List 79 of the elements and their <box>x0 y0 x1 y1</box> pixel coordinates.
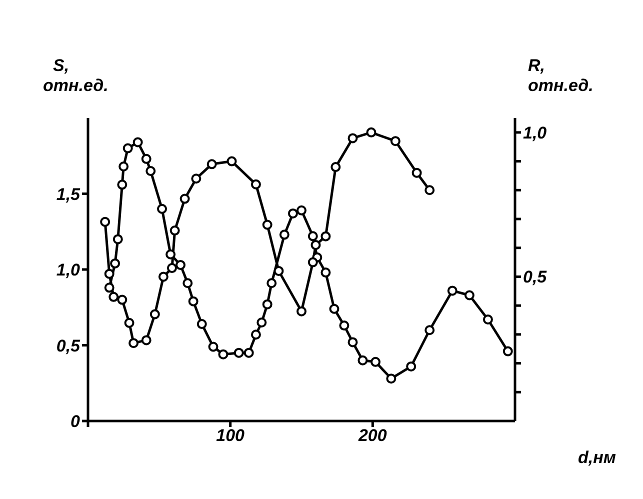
point <box>482 314 493 324</box>
point <box>288 208 298 218</box>
point <box>100 216 110 227</box>
point <box>370 356 381 367</box>
point <box>170 226 180 236</box>
point <box>191 174 202 184</box>
y-tick-label: 0 <box>70 412 81 432</box>
point <box>274 266 284 276</box>
y2-tick-label: 0,5 <box>523 268 548 287</box>
point <box>424 325 435 336</box>
point <box>208 342 218 352</box>
point <box>158 272 168 282</box>
point <box>244 348 254 358</box>
point <box>250 330 261 340</box>
point <box>226 156 237 166</box>
point <box>128 338 139 348</box>
point <box>104 282 114 293</box>
point <box>117 180 128 190</box>
point <box>329 304 340 314</box>
point <box>502 346 513 356</box>
y-tick-label: 1,0 <box>56 260 81 280</box>
point <box>206 159 217 170</box>
point <box>262 299 272 310</box>
point <box>124 318 134 328</box>
point <box>348 133 358 144</box>
point <box>256 318 267 328</box>
y2-axis-title: R, отн.ед. <box>528 56 594 96</box>
point <box>447 286 458 296</box>
point <box>390 136 400 146</box>
point <box>262 220 272 230</box>
point <box>166 249 176 260</box>
point <box>122 143 133 154</box>
point <box>218 349 228 360</box>
y-tick-label: 0,5 <box>56 336 81 356</box>
point <box>112 234 123 244</box>
point <box>320 268 331 278</box>
point <box>196 319 207 330</box>
point <box>182 278 193 288</box>
point <box>188 296 198 306</box>
point <box>339 320 350 331</box>
x-axis-title: d,нм <box>578 448 616 468</box>
point <box>464 290 474 300</box>
point <box>358 355 368 366</box>
point <box>250 179 261 190</box>
point <box>176 260 186 270</box>
point <box>296 205 306 216</box>
point <box>110 258 120 268</box>
point <box>108 292 119 302</box>
point <box>279 230 290 240</box>
point <box>308 257 318 268</box>
x-tick-label: 200 <box>357 426 388 446</box>
y2-tick-label: 1,0 <box>523 123 548 142</box>
point <box>104 268 114 279</box>
point <box>406 361 416 372</box>
point <box>234 348 244 358</box>
point <box>412 168 422 178</box>
point <box>118 161 129 172</box>
point <box>310 240 321 250</box>
point <box>308 231 318 242</box>
point <box>141 335 152 346</box>
y-tick-label: 1,5 <box>56 184 81 204</box>
point <box>146 166 156 176</box>
point <box>330 162 341 172</box>
point <box>180 194 190 204</box>
point <box>386 374 396 384</box>
point <box>320 231 331 242</box>
point <box>296 306 306 316</box>
point <box>157 204 168 214</box>
point <box>266 278 277 288</box>
point <box>132 137 143 148</box>
point <box>424 185 435 196</box>
point <box>166 263 177 274</box>
point <box>348 337 358 348</box>
point <box>366 127 376 138</box>
y-axis-title: S, отн.ед. <box>43 56 108 96</box>
point <box>150 309 160 320</box>
point <box>141 154 152 164</box>
point <box>117 294 128 305</box>
x-tick-label: 100 <box>216 426 246 446</box>
